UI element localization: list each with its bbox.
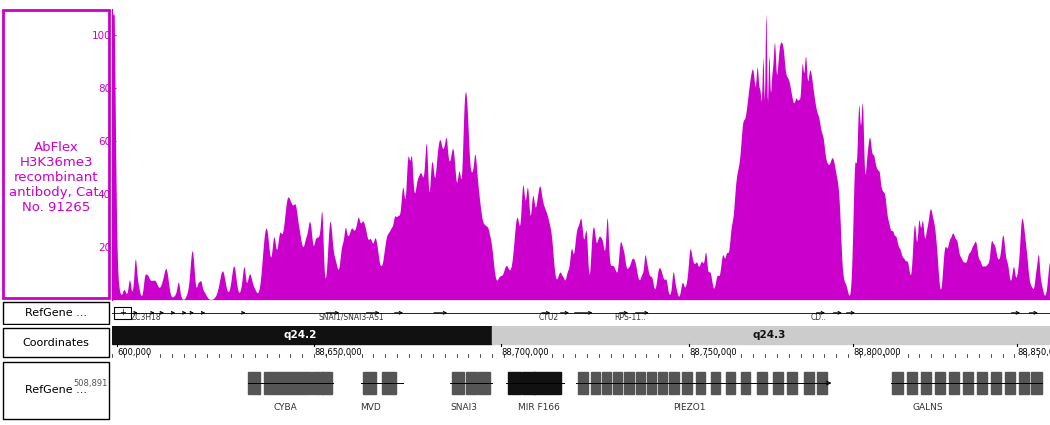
Text: 88,700,000: 88,700,000 bbox=[502, 348, 549, 357]
Bar bbox=[892, 372, 903, 394]
Bar bbox=[658, 372, 668, 394]
Bar bbox=[921, 372, 931, 394]
Bar bbox=[726, 372, 735, 394]
Bar bbox=[452, 372, 464, 394]
Text: SNAI3: SNAI3 bbox=[450, 402, 478, 412]
Bar bbox=[382, 372, 396, 394]
Text: MIR F166: MIR F166 bbox=[518, 402, 560, 412]
Text: Coordinates: Coordinates bbox=[23, 337, 89, 348]
Bar bbox=[322, 372, 332, 394]
Text: CTU2: CTU2 bbox=[539, 313, 559, 322]
Bar bbox=[590, 372, 600, 394]
Text: q24.3: q24.3 bbox=[752, 330, 785, 340]
Text: +: + bbox=[120, 308, 126, 317]
Text: RefGene ...: RefGene ... bbox=[25, 385, 87, 395]
Bar bbox=[613, 372, 623, 394]
Bar bbox=[265, 372, 274, 394]
Text: 88,850,0: 88,850,0 bbox=[1017, 348, 1050, 357]
Bar bbox=[292, 372, 301, 394]
Bar bbox=[284, 372, 292, 394]
Bar bbox=[934, 372, 945, 394]
Text: 88,800,000: 88,800,000 bbox=[853, 348, 901, 357]
Bar bbox=[112, 326, 492, 344]
Bar bbox=[508, 372, 521, 394]
Bar bbox=[274, 372, 284, 394]
Bar bbox=[963, 372, 973, 394]
Bar bbox=[1005, 372, 1015, 394]
Bar bbox=[602, 372, 611, 394]
Bar bbox=[804, 372, 814, 394]
Bar bbox=[682, 372, 692, 394]
Bar bbox=[466, 372, 477, 394]
Bar bbox=[534, 372, 547, 394]
Bar bbox=[3, 302, 109, 324]
Bar bbox=[362, 372, 376, 394]
Bar bbox=[695, 372, 705, 394]
Text: CD..: CD.. bbox=[811, 313, 826, 322]
Bar bbox=[774, 372, 782, 394]
Bar bbox=[669, 372, 678, 394]
Text: 508,891: 508,891 bbox=[74, 379, 108, 388]
Bar bbox=[547, 372, 561, 394]
Text: RefGene ...: RefGene ... bbox=[25, 308, 87, 318]
Bar bbox=[635, 372, 645, 394]
Bar bbox=[818, 372, 826, 394]
Bar bbox=[1031, 372, 1042, 394]
Bar bbox=[788, 372, 797, 394]
Bar bbox=[522, 372, 536, 394]
Text: ZC3H18: ZC3H18 bbox=[131, 313, 162, 322]
Bar bbox=[301, 372, 311, 394]
Text: GALNS: GALNS bbox=[912, 402, 943, 412]
Text: MVD: MVD bbox=[360, 402, 380, 412]
Text: PIEZO1: PIEZO1 bbox=[673, 402, 706, 412]
Bar bbox=[647, 372, 656, 394]
Bar bbox=[114, 307, 131, 319]
Bar bbox=[976, 372, 987, 394]
Bar bbox=[579, 372, 588, 394]
Bar bbox=[757, 372, 766, 394]
Bar bbox=[3, 328, 109, 357]
Bar bbox=[711, 372, 720, 394]
Bar bbox=[1020, 372, 1029, 394]
Bar bbox=[312, 372, 323, 394]
Bar bbox=[625, 372, 634, 394]
Bar bbox=[492, 326, 1050, 344]
Text: CYBA: CYBA bbox=[274, 402, 298, 412]
Bar bbox=[991, 372, 1002, 394]
Text: 88,750,000: 88,750,000 bbox=[689, 348, 737, 357]
Bar bbox=[740, 372, 750, 394]
Text: RPS-11..: RPS-11.. bbox=[614, 313, 646, 322]
Text: AbFlex
H3K36me3
recombinant
antibody, Cat.
No. 91265: AbFlex H3K36me3 recombinant antibody, Ca… bbox=[9, 141, 103, 214]
Bar bbox=[906, 372, 917, 394]
Text: q24.2: q24.2 bbox=[284, 330, 316, 340]
Bar bbox=[248, 372, 260, 394]
Bar bbox=[949, 372, 959, 394]
Text: 88,650,000: 88,650,000 bbox=[314, 348, 361, 357]
Text: 600,000: 600,000 bbox=[117, 348, 151, 357]
Text: SNAI1/SNAI3-AS1: SNAI1/SNAI3-AS1 bbox=[318, 313, 384, 322]
Bar bbox=[478, 372, 490, 394]
